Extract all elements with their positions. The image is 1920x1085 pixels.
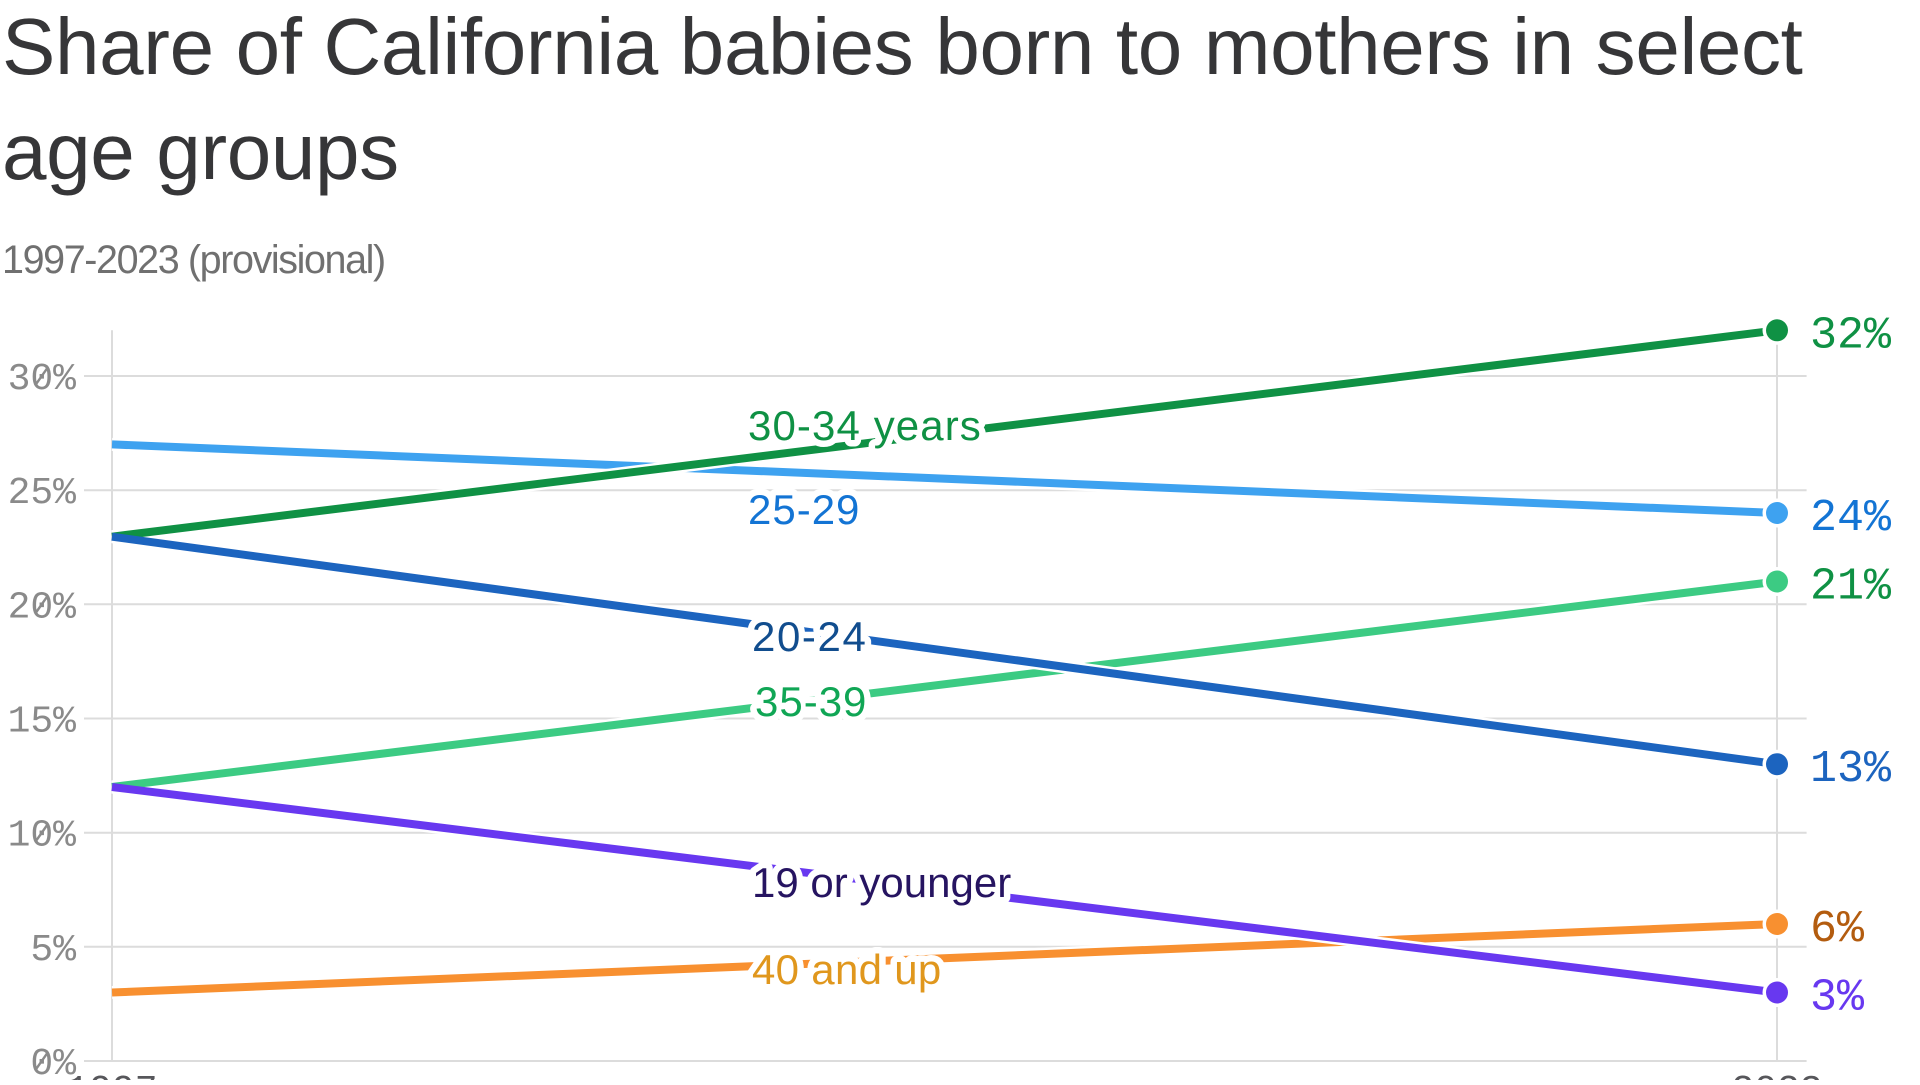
svg-text:0%: 0% <box>30 1043 76 1080</box>
svg-text:3%: 3% <box>1810 973 1865 1024</box>
svg-text:30%: 30% <box>8 358 77 401</box>
svg-text:15%: 15% <box>8 701 77 744</box>
svg-text:age groups: age groups <box>2 107 399 196</box>
svg-text:32%: 32% <box>1810 310 1892 361</box>
svg-text:24%: 24% <box>1810 493 1892 544</box>
svg-text:10%: 10% <box>8 815 77 858</box>
svg-text:35-39: 35-39 <box>755 678 867 725</box>
svg-text:Share of California babies bor: Share of California babies born to mothe… <box>2 2 1803 91</box>
svg-text:1997: 1997 <box>66 1070 157 1080</box>
svg-text:19 or younger: 19 or younger <box>752 859 1011 906</box>
svg-text:6%: 6% <box>1810 904 1865 955</box>
svg-text:30-34 years: 30-34 years <box>748 402 982 449</box>
svg-text:21%: 21% <box>1810 562 1892 613</box>
svg-text:20-24: 20-24 <box>752 613 867 660</box>
svg-text:40 and up: 40 and up <box>752 946 942 993</box>
svg-text:25%: 25% <box>8 472 77 515</box>
svg-text:2023: 2023 <box>1731 1070 1822 1080</box>
svg-text:25-29: 25-29 <box>748 486 860 533</box>
svg-text:13%: 13% <box>1810 744 1892 795</box>
svg-text:20%: 20% <box>8 586 77 629</box>
svg-text:5%: 5% <box>30 929 76 972</box>
svg-text:1997-2023 (provisional): 1997-2023 (provisional) <box>2 238 385 282</box>
